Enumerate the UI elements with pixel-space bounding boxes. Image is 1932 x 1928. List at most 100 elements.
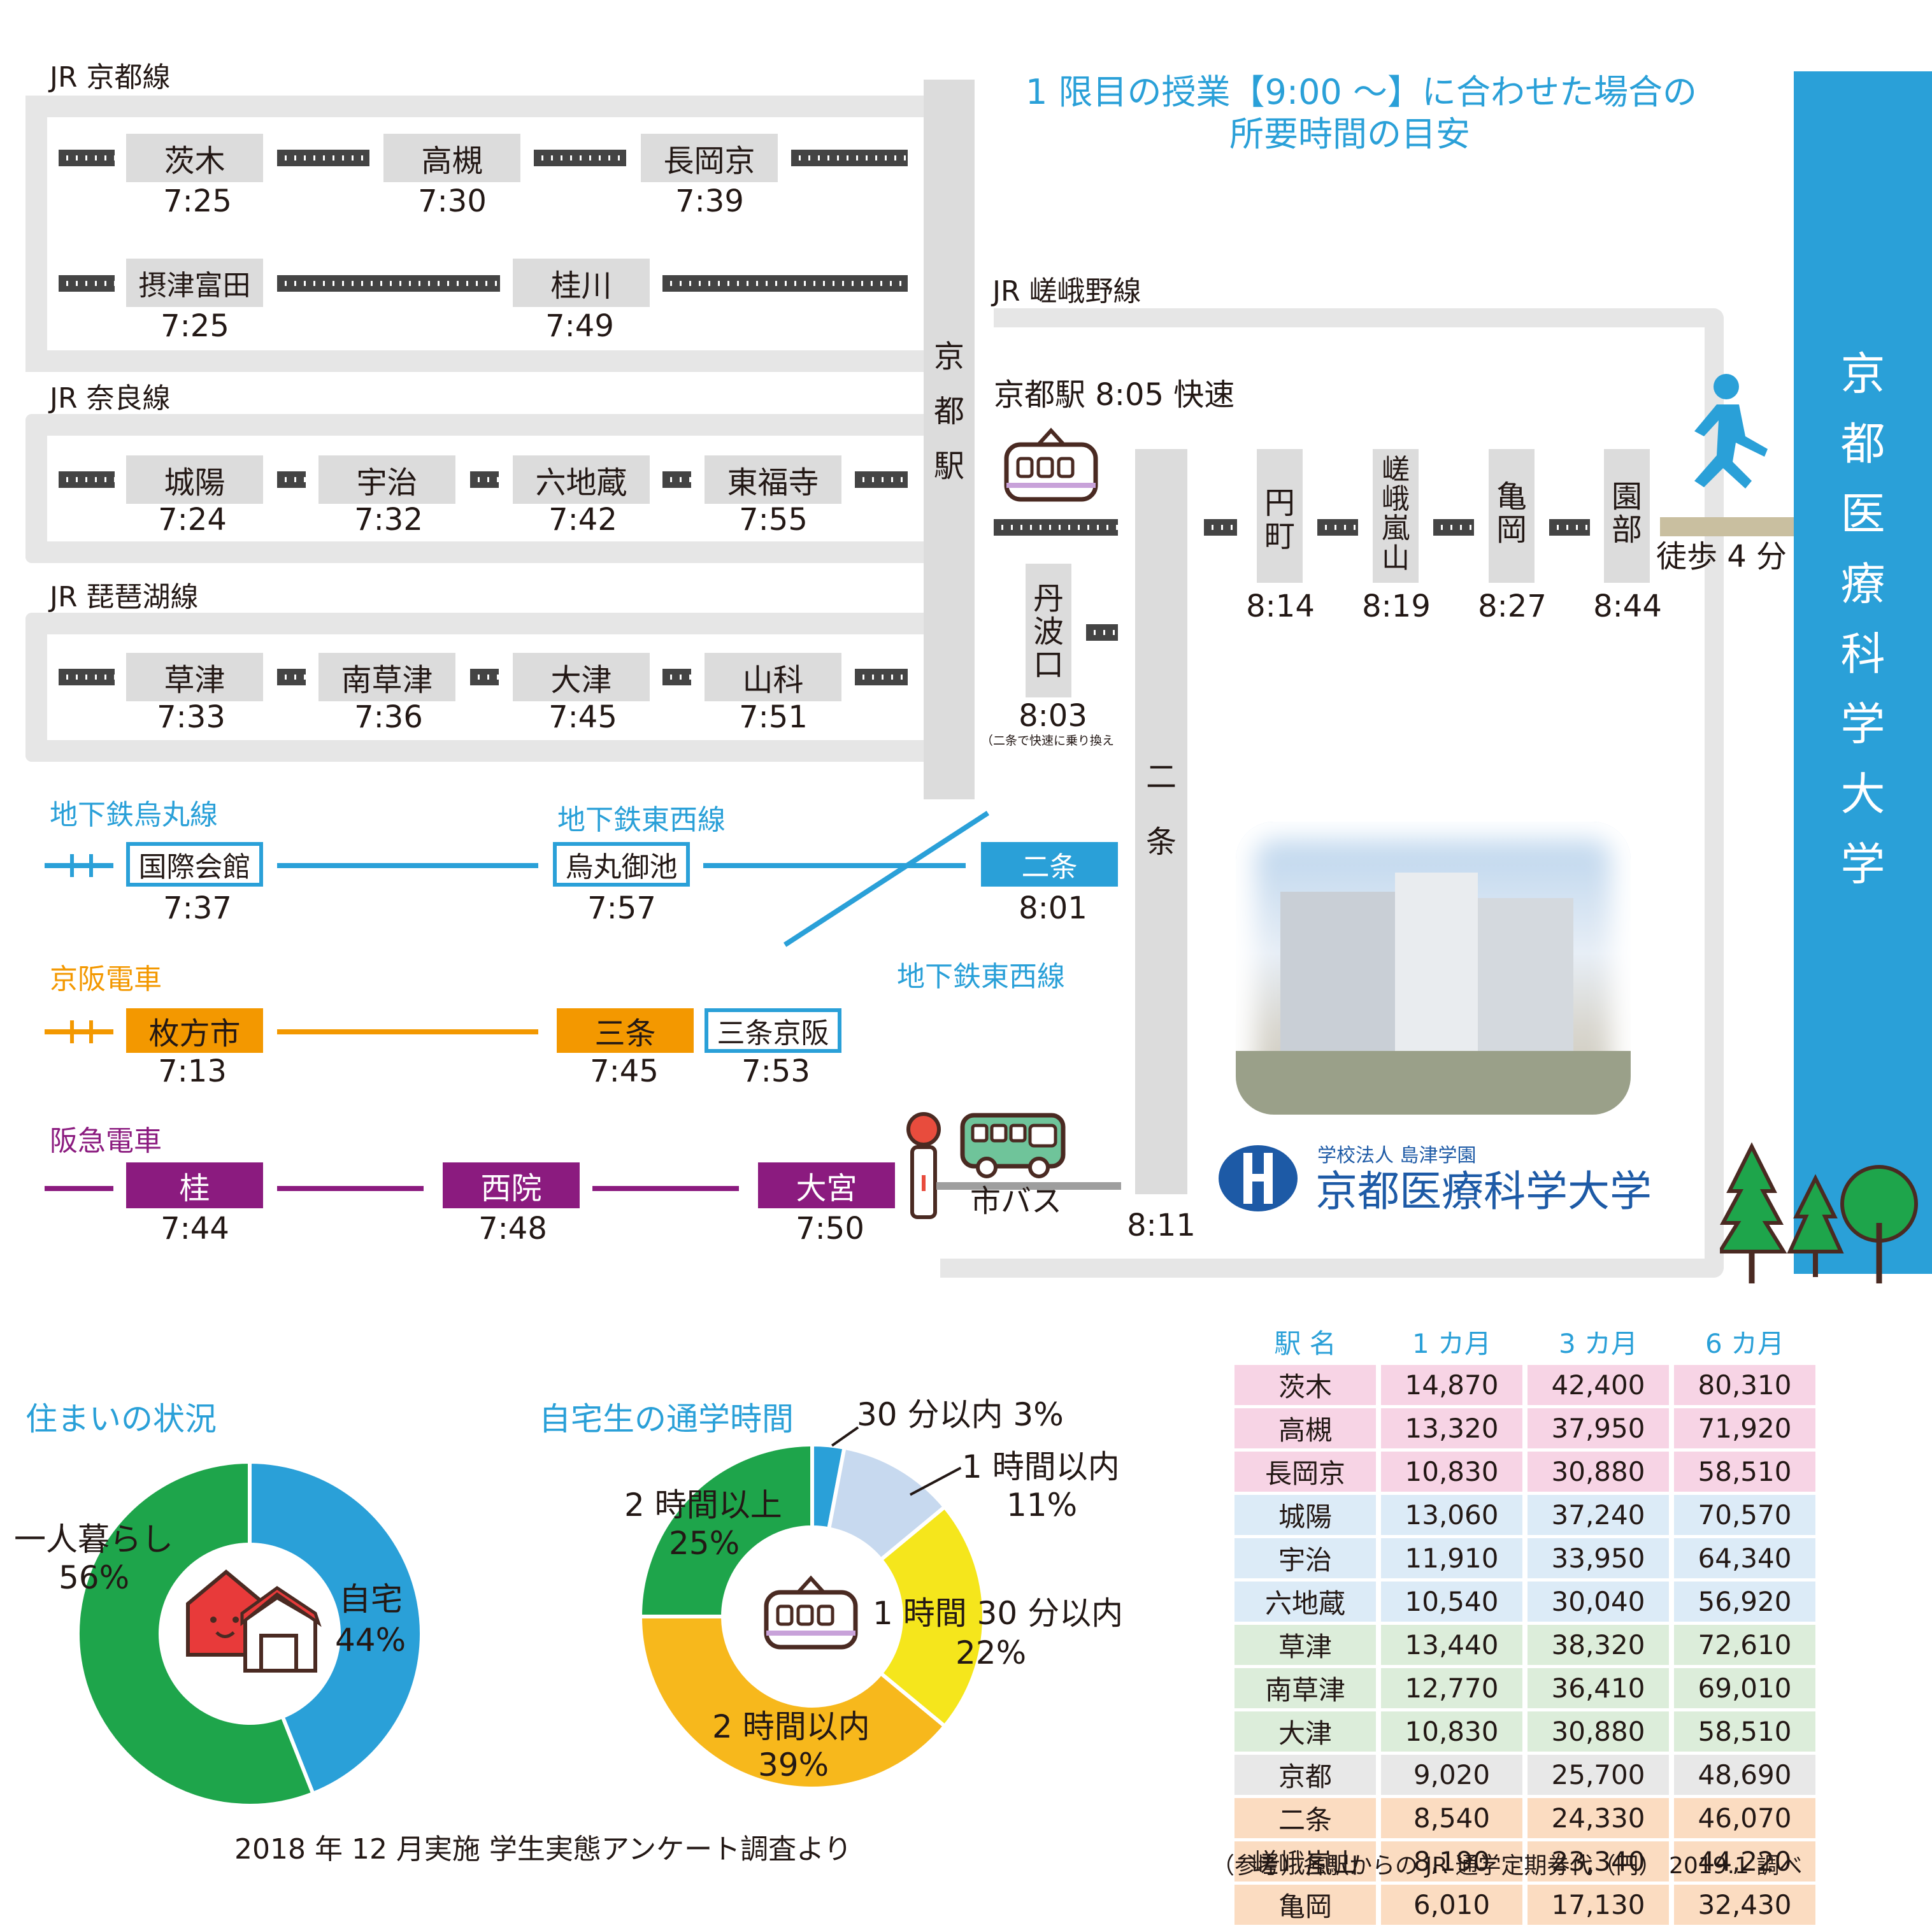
- sagano-frame-bottom: [940, 1259, 1017, 1278]
- fare-value-cell: 10,830: [1381, 1711, 1522, 1752]
- bus-road: [936, 1182, 1121, 1190]
- subway-tozai-name: 地下鉄東西線: [557, 804, 726, 836]
- time-kokusaikaikan: 7:37: [163, 890, 232, 926]
- fare-value-cell: 37,240: [1528, 1495, 1669, 1535]
- track-segment: [662, 471, 691, 488]
- fare-value-cell: 23,340: [1528, 1841, 1669, 1882]
- university-name-char: 医: [1840, 488, 1885, 540]
- fare-station-cell: 茨木: [1234, 1365, 1376, 1405]
- label-2hplus: 2 時間以上: [624, 1487, 782, 1524]
- fare-value-cell: 8,540: [1381, 1798, 1522, 1838]
- nijo-station-bar: 二 条: [1135, 449, 1187, 1194]
- time-sanjo-keihan: 7:53: [741, 1053, 810, 1089]
- track-segment: [277, 471, 306, 488]
- fare-value-cell: 80,310: [1674, 1365, 1815, 1405]
- nijo-char: 条: [1145, 824, 1177, 860]
- station-katsura: 桂: [126, 1162, 263, 1208]
- station-nagaokakyo: 長岡京: [641, 134, 778, 182]
- fare-value-cell: 58,510: [1674, 1711, 1815, 1752]
- time-rokujizo: 7:42: [548, 502, 617, 538]
- donut-slice-2: [76, 1459, 316, 1808]
- track-segment: [1317, 519, 1358, 536]
- campus-photo: [1236, 822, 1631, 1115]
- track-segment: [470, 669, 499, 685]
- bus-stop-icon: [906, 1112, 941, 1219]
- enmachi-char: 円: [1264, 485, 1295, 521]
- fare-header-row: 駅 名 1 カ月 3 カ月 6 カ月: [1234, 1322, 1815, 1362]
- rail-diagonal: [784, 811, 990, 947]
- fare-value-cell: 42,400: [1528, 1365, 1669, 1405]
- fare-station-cell: 大津: [1234, 1711, 1376, 1752]
- time-minami-kusatsu: 7:36: [354, 699, 423, 735]
- track-segment: [59, 471, 115, 488]
- station-sonobe: 園 部: [1604, 449, 1650, 583]
- fare-value-cell: 13,060: [1381, 1495, 1522, 1535]
- survey-note: 2018 年 12 月実施 学生実態アンケート調査より: [234, 1833, 852, 1866]
- fare-value-cell: 13,320: [1381, 1408, 1522, 1448]
- sonobe-char: 部: [1611, 511, 1642, 548]
- tanbaguchi-char: 波: [1033, 613, 1064, 650]
- time-nijo-subway: 8:01: [1019, 890, 1087, 926]
- time-tanbaguchi: 8:03: [1019, 698, 1087, 734]
- university-name-char: 都: [1840, 418, 1885, 470]
- donut-slice-4: [638, 1615, 948, 1790]
- time-kameoka: 8:27: [1478, 589, 1547, 624]
- time-kusatsu: 7:33: [157, 699, 225, 735]
- commute-donut-chart: [638, 1442, 986, 1790]
- track-segment: [277, 669, 306, 685]
- fare-value-cell: 14,870: [1381, 1365, 1522, 1405]
- university-name-char: 京: [1840, 348, 1885, 400]
- fare-station-cell: 長岡京: [1234, 1452, 1376, 1492]
- tanbaguchi-char: 丹: [1033, 581, 1064, 617]
- station-tanbaguchi: 丹 波 口: [1026, 564, 1071, 697]
- fare-value-cell: 25,700: [1528, 1755, 1669, 1795]
- donut-slice-1: [248, 1459, 424, 1796]
- fare-value-cell: 72,610: [1674, 1625, 1815, 1665]
- station-takatsuki: 高槻: [383, 134, 520, 182]
- fare-caption: （参考）各駅からの JR 通学定期券代（円） 2019.1 調べ: [1212, 1853, 1803, 1879]
- track-segment: [662, 275, 908, 292]
- fare-station-cell: 南草津: [1234, 1668, 1376, 1708]
- fare-station-cell: 二条: [1234, 1798, 1376, 1838]
- rail-segment: [592, 1186, 739, 1191]
- station-kameoka: 亀 岡: [1489, 449, 1535, 583]
- arashiyama-char: 峨: [1382, 483, 1410, 516]
- station-tofukuji: 東福寺: [705, 455, 841, 504]
- fare-row: 茨木 14,870 42,400 80,310: [1234, 1365, 1815, 1405]
- track-segment: [59, 669, 115, 685]
- time-tofukuji: 7:55: [739, 502, 808, 538]
- label-130-pct: 22%: [955, 1634, 1027, 1671]
- label-30min: 30 分以内 3%: [857, 1396, 1064, 1433]
- fare-value-cell: 46,070: [1674, 1798, 1815, 1838]
- walking-path: [1660, 517, 1794, 536]
- fare-value-cell: 69,010: [1674, 1668, 1815, 1708]
- keihan-line-name: 京阪電車: [50, 963, 162, 996]
- fare-value-cell: 9,020: [1381, 1755, 1522, 1795]
- label-1h: 1 時間以内: [962, 1448, 1120, 1485]
- trees-icon: [1720, 1142, 1918, 1283]
- train-icon: [764, 1575, 858, 1650]
- fare-value-cell: 24,330: [1528, 1798, 1669, 1838]
- jr-biwako-frame: [25, 613, 930, 762]
- subway-tozai-name-2: 地下鉄東西線: [897, 960, 1065, 993]
- university-name-char: 科: [1840, 628, 1885, 680]
- jr-sagano-line-name: JR 嵯峨野線: [992, 275, 1141, 308]
- station-uji: 宇治: [318, 455, 455, 504]
- track-segment: [1204, 519, 1237, 536]
- rail-segment: [277, 863, 538, 868]
- walking-person-icon: [1694, 374, 1768, 489]
- station-ibaraki: 茨木: [126, 134, 263, 182]
- route-map: 京 都 駅 二 条 8:11 1 限目の授業【9:00 ～】に合わせた場合の 所…: [14, 64, 1932, 1925]
- fare-header-station: 駅 名: [1274, 1328, 1336, 1359]
- hankyu-line-name: 阪急電車: [50, 1125, 162, 1157]
- fare-station-cell: 城陽: [1234, 1495, 1376, 1535]
- university-name-char: 学: [1840, 698, 1885, 750]
- fare-row: 長岡京 10,830 30,880 58,510: [1234, 1452, 1815, 1492]
- rail-segment: [277, 1186, 424, 1191]
- subway-karasuma-name: 地下鉄烏丸線: [50, 799, 218, 831]
- fare-station-cell: 宇治: [1234, 1538, 1376, 1578]
- fare-row: 大津 10,830 30,880 58,510: [1234, 1711, 1815, 1752]
- fare-value-cell: 64,340: [1674, 1538, 1815, 1578]
- sonobe-char: 園: [1611, 479, 1642, 515]
- kameoka-char: 亀: [1496, 479, 1527, 515]
